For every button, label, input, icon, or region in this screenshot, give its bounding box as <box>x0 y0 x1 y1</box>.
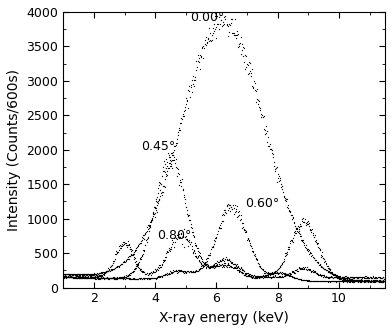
Text: 0.80°: 0.80° <box>157 229 191 242</box>
Y-axis label: Intensity (Counts/600s): Intensity (Counts/600s) <box>7 69 21 231</box>
X-axis label: X-ray energy (keV): X-ray energy (keV) <box>159 311 289 325</box>
Text: 0.45°: 0.45° <box>142 139 176 152</box>
Text: 0.60°: 0.60° <box>246 197 280 210</box>
Text: 0.00°: 0.00° <box>191 11 225 24</box>
